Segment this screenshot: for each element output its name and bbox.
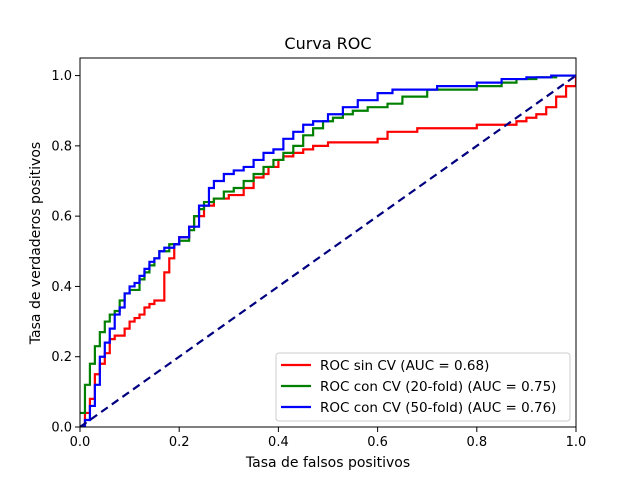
- x-tick-label: 0.0: [70, 435, 91, 450]
- roc-series-line-2: [80, 74, 576, 427]
- x-tick-label: 0.4: [268, 435, 289, 450]
- legend-entry-label: ROC con CV (20-fold) (AUC = 0.75): [320, 379, 556, 395]
- x-tick-label: 1.0: [566, 435, 587, 450]
- y-tick-label: 1.0: [51, 69, 72, 84]
- y-axis-label: Tasa de verdaderos positivos: [28, 142, 44, 345]
- chart-title: Curva ROC: [284, 34, 371, 53]
- legend-box: [275, 352, 571, 422]
- chance-diagonal-line: [80, 74, 576, 427]
- x-tick-label: 0.6: [367, 435, 388, 450]
- axes-frame: [79, 57, 577, 428]
- y-tick-label: 0.8: [51, 139, 72, 154]
- x-tick-label: 0.2: [169, 435, 190, 450]
- y-tick-label: 0.2: [51, 350, 72, 365]
- x-tick-label: 0.8: [466, 435, 487, 450]
- y-tick-label: 0.4: [51, 280, 72, 295]
- legend-entry-label: ROC con CV (50-fold) (AUC = 0.76): [320, 400, 556, 416]
- y-axis-ticks: 0.0 0.2 0.4 0.6 0.8 1.0: [51, 69, 80, 436]
- plot-area: [80, 74, 576, 427]
- x-axis-label: Tasa de falsos positivos: [245, 455, 410, 471]
- roc-series-line-0: [80, 75, 576, 427]
- legend: ROC sin CV (AUC = 0.68) ROC con CV (20-fo…: [275, 352, 571, 422]
- y-tick-label: 0.6: [51, 210, 72, 225]
- legend-entry-label: ROC sin CV (AUC = 0.68): [320, 358, 489, 374]
- y-tick-label: 0.0: [51, 421, 72, 436]
- x-axis-ticks: 0.0 0.2 0.4 0.6 0.8 1.0: [70, 427, 587, 450]
